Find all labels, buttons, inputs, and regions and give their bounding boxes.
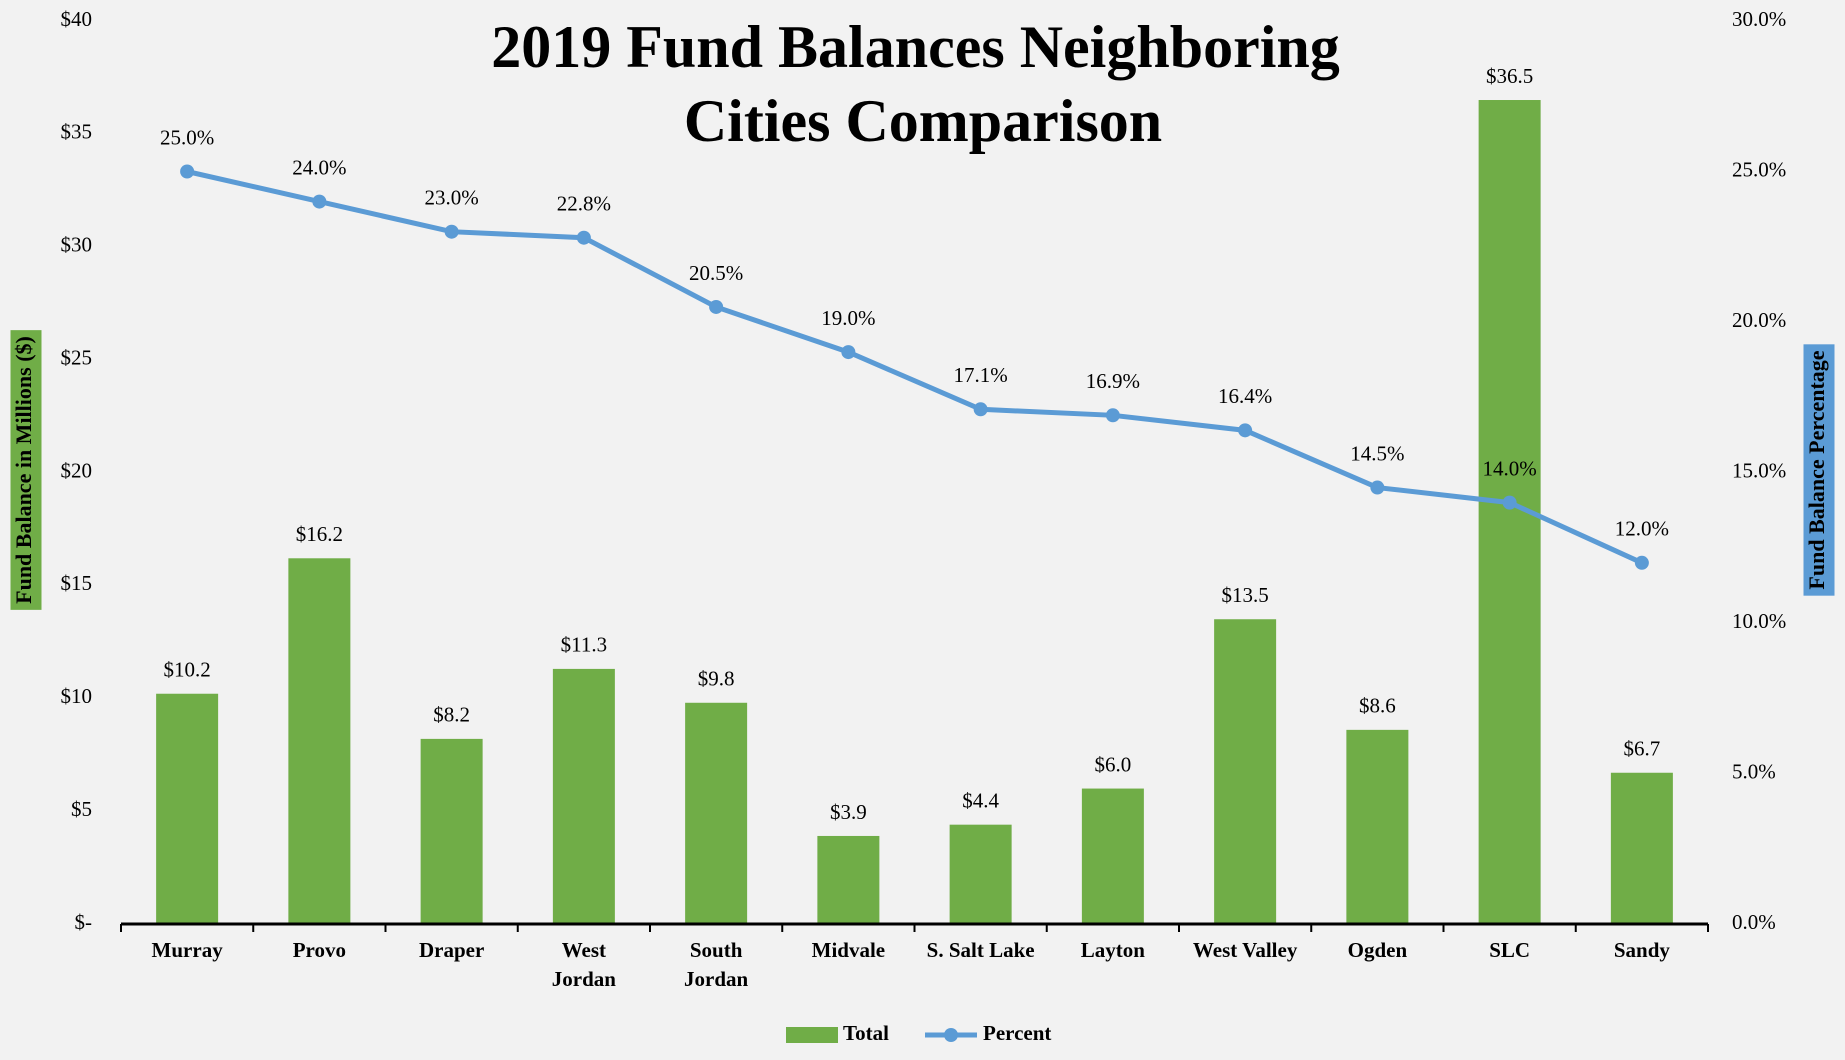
line-point <box>1238 423 1253 438</box>
bar-value-label: $6.0 <box>1095 752 1132 776</box>
bar-value-label: $6.7 <box>1624 737 1661 761</box>
line-point <box>1502 495 1517 510</box>
y2-axis-title: Fund Balance Percentage <box>1803 344 1835 596</box>
y2-axis-title-text: Fund Balance Percentage <box>1804 350 1829 589</box>
x-tick-label: South Jordan <box>684 938 749 991</box>
x-tick-label: Provo <box>292 938 347 962</box>
line-value-label: 23.0% <box>425 186 479 210</box>
y-tick-label: $5 <box>71 797 92 821</box>
line-point <box>444 224 459 239</box>
x-tick-label: Ogden <box>1347 938 1408 962</box>
line-point <box>312 194 327 209</box>
x-tick-label: West Valley <box>1192 938 1298 962</box>
bar-value-label: $16.2 <box>296 522 343 546</box>
y-tick-label: $25 <box>61 345 93 369</box>
bar <box>949 824 1012 924</box>
bar <box>420 738 483 924</box>
y-tick-label: $10 <box>61 684 93 708</box>
bar-value-label: $9.8 <box>698 667 735 691</box>
line-value-label: 20.5% <box>689 261 743 285</box>
chart-title: 2019 Fund Balances Neighboring Cities Co… <box>491 14 1354 154</box>
bar <box>685 702 748 924</box>
bar-value-label: $11.3 <box>561 633 607 657</box>
x-tick-label: S. Salt Lake <box>926 938 1035 962</box>
line-point <box>841 345 856 360</box>
line-point <box>973 402 988 417</box>
x-tick-label: Sandy <box>1613 938 1670 962</box>
legend-label: Total <box>843 1021 889 1045</box>
line-value-label: 25.0% <box>160 125 214 149</box>
line-point <box>180 164 195 179</box>
line-point <box>709 299 724 314</box>
y2-tick-label: 5.0% <box>1732 759 1776 783</box>
y2-tick-label: 0.0% <box>1732 910 1776 934</box>
bar <box>1610 772 1673 924</box>
bar-value-label: $4.4 <box>962 788 999 812</box>
bar <box>552 668 615 924</box>
y2-tick-label: 25.0% <box>1732 157 1786 181</box>
bar <box>1081 788 1144 924</box>
line-point <box>1370 480 1385 495</box>
y-tick-label: $20 <box>61 458 93 482</box>
line-value-label: 12.0% <box>1615 517 1669 541</box>
line-value-label: 19.0% <box>821 306 875 330</box>
x-tick-label: SLC <box>1489 938 1531 962</box>
x-tick-label: Midvale <box>811 938 886 962</box>
y-axis-title: Fund Balance in Millions ($) <box>10 330 42 610</box>
bar-value-label: $36.5 <box>1486 64 1533 88</box>
bar-value-label: $8.6 <box>1359 694 1396 718</box>
y-axis-title-text: Fund Balance in Millions ($) <box>11 336 36 604</box>
legend-label: Percent <box>983 1021 1051 1045</box>
bar <box>156 693 219 924</box>
y2-tick-label: 20.0% <box>1732 308 1786 332</box>
y-tick-label: $- <box>75 910 93 934</box>
y-tick-label: $15 <box>61 571 93 595</box>
line-value-label: 14.5% <box>1350 441 1404 465</box>
x-tick-label: West Jordan <box>551 938 616 991</box>
x-tick-label: Layton <box>1080 938 1145 962</box>
y-tick-label: $30 <box>61 233 93 257</box>
line-value-label: 17.1% <box>954 363 1008 387</box>
y-tick-label: $35 <box>61 120 93 144</box>
line-point <box>576 230 591 245</box>
bar <box>1346 729 1409 924</box>
x-tick-label: Murray <box>151 938 223 962</box>
bar-value-label: $13.5 <box>1222 583 1269 607</box>
line-value-label: 14.0% <box>1483 456 1537 480</box>
legend-swatch <box>786 1027 838 1043</box>
bar <box>288 558 351 924</box>
bar <box>817 835 880 924</box>
bar-value-label: $3.9 <box>830 800 867 824</box>
line-value-label: 22.8% <box>557 192 611 216</box>
y2-tick-label: 10.0% <box>1732 609 1786 633</box>
y2-tick-label: 15.0% <box>1732 458 1786 482</box>
line-value-label: 16.4% <box>1218 384 1272 408</box>
line <box>186 169 1643 566</box>
line-value-label: 16.9% <box>1086 369 1140 393</box>
line-point <box>1634 555 1649 570</box>
y-tick-label: $40 <box>61 7 93 31</box>
line-value-label: 24.0% <box>292 155 346 179</box>
legend-swatch <box>944 1028 958 1042</box>
y-axis-title-box <box>10 330 42 610</box>
x-tick-label: Draper <box>418 938 485 962</box>
bar-value-label: $8.2 <box>433 703 470 727</box>
bar <box>1214 619 1277 924</box>
bar-value-label: $10.2 <box>164 658 211 682</box>
y2-axis-title-box <box>1803 344 1835 596</box>
line-point <box>1105 408 1120 423</box>
y2-tick-label: 30.0% <box>1732 7 1786 31</box>
